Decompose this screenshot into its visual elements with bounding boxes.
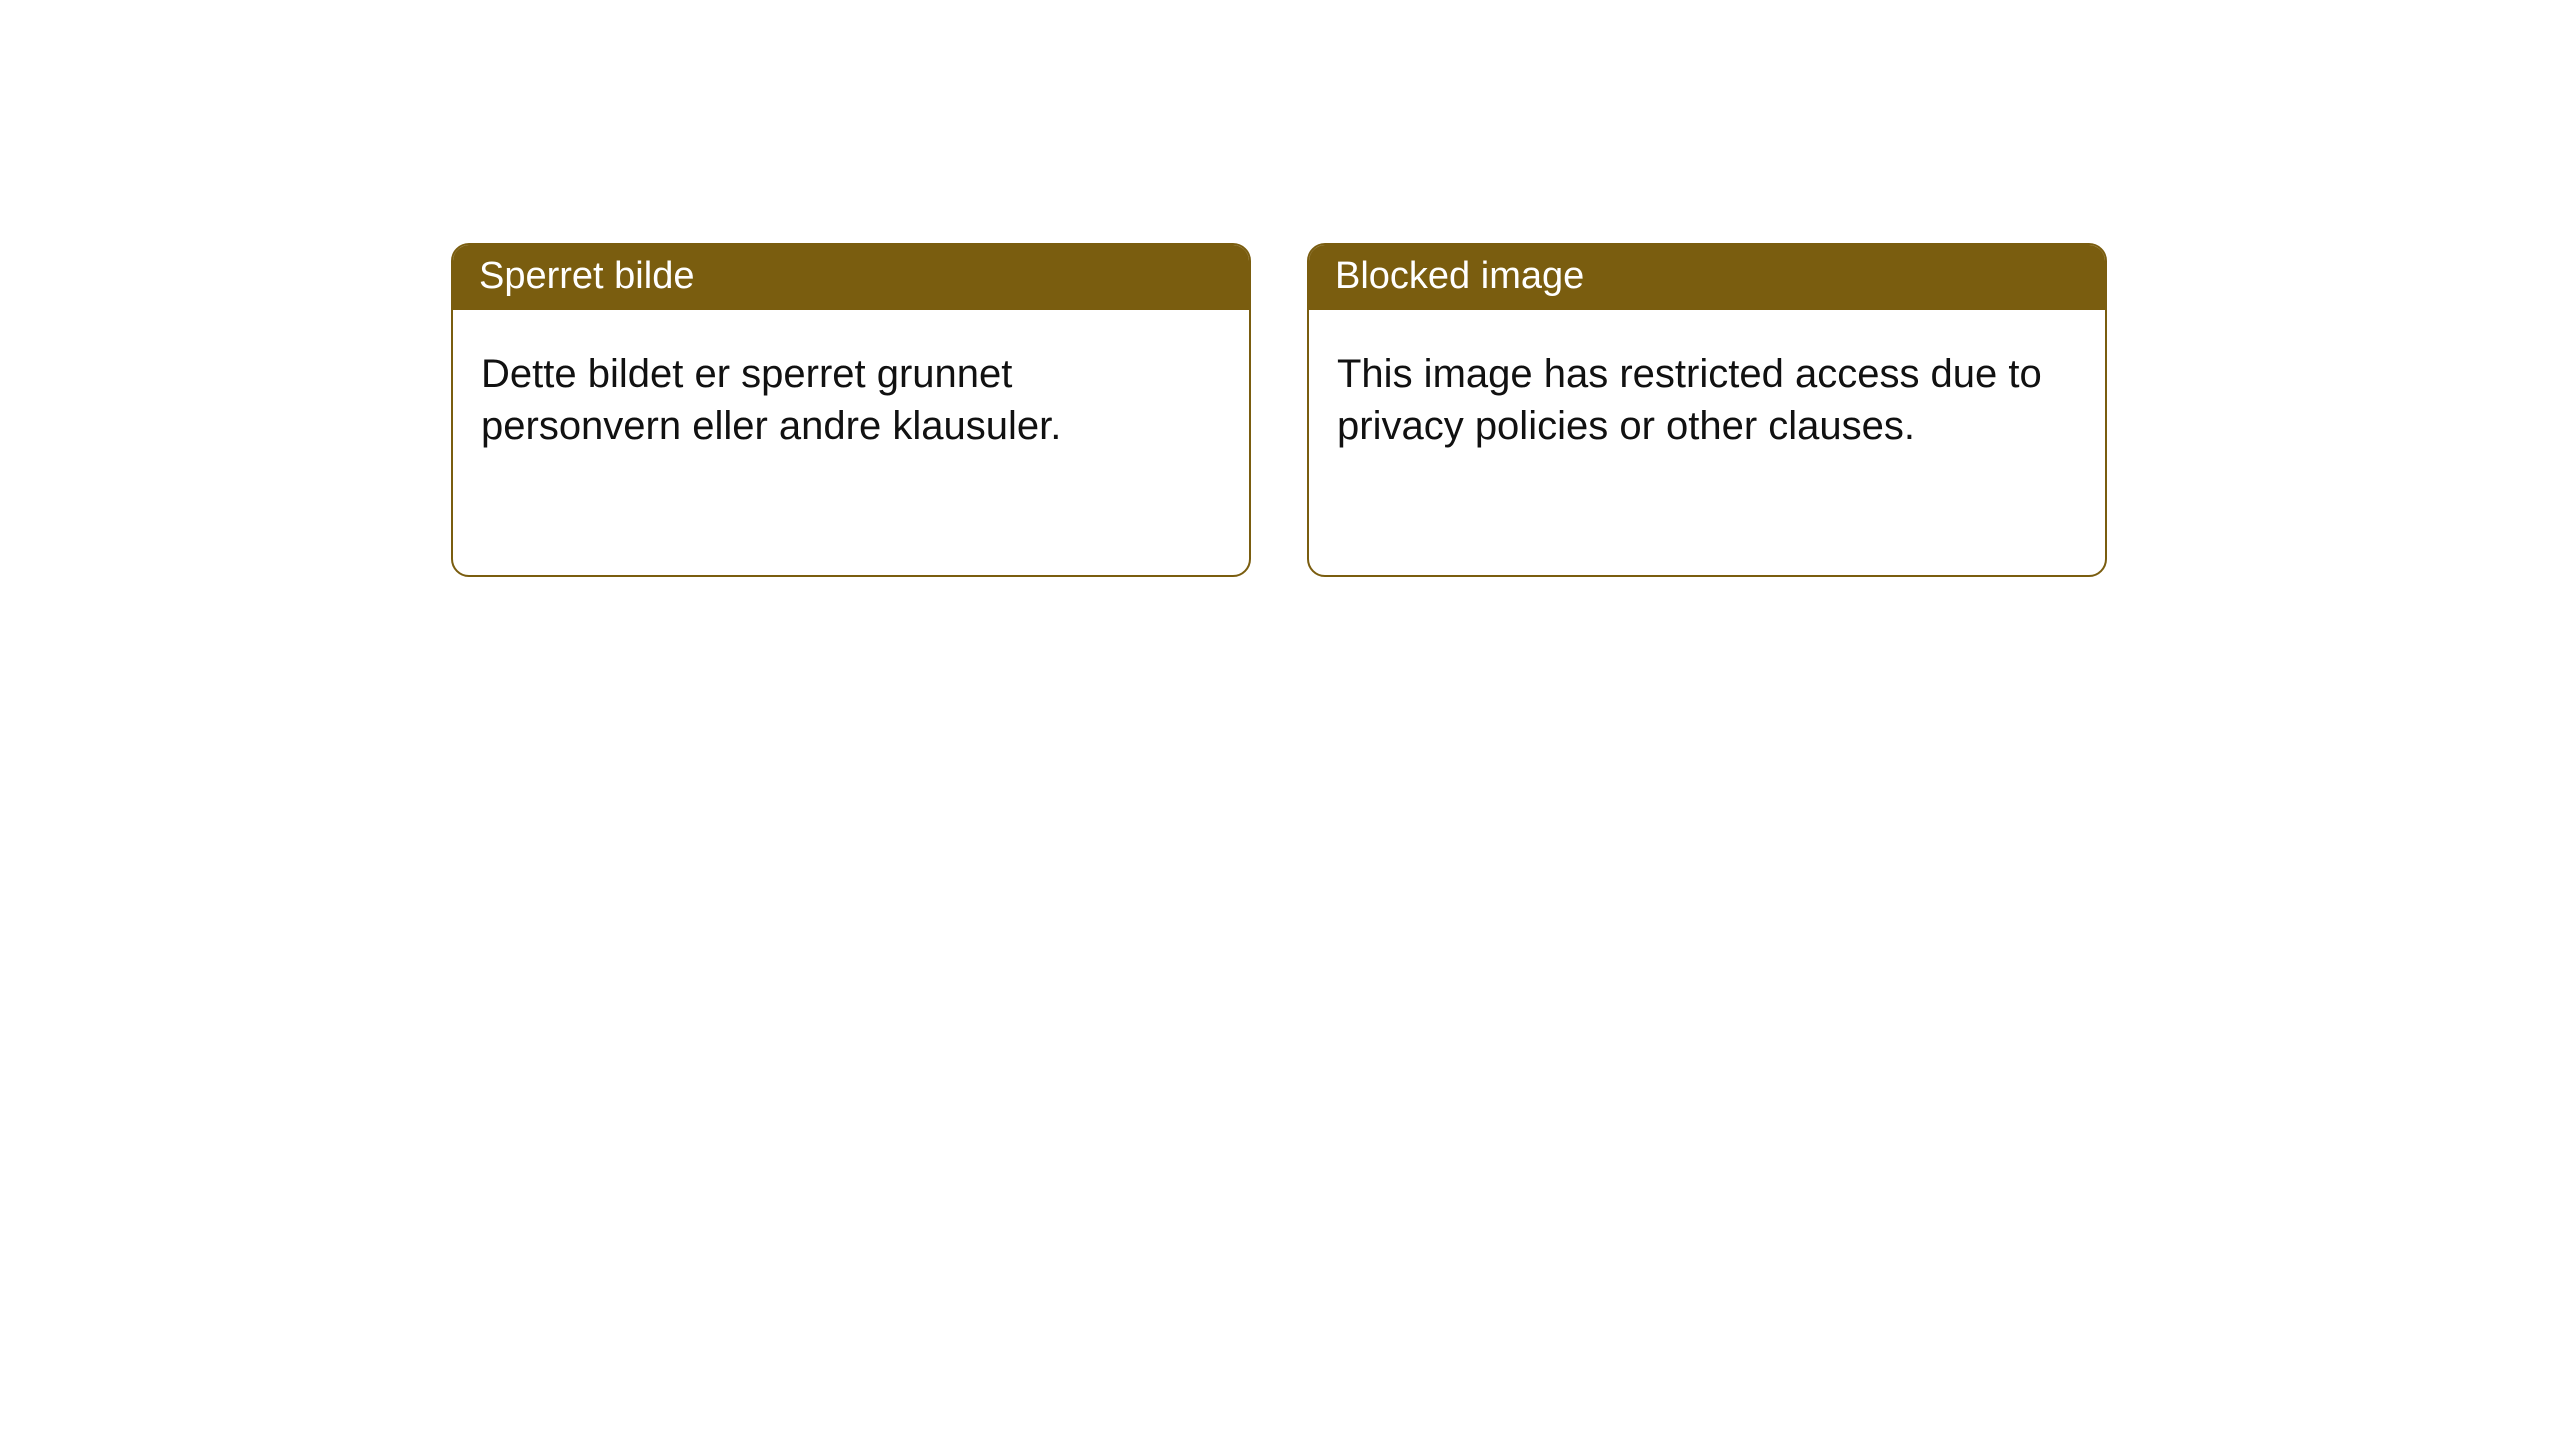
notice-container: Sperret bilde Dette bildet er sperret gr…: [0, 0, 2560, 577]
notice-header-english: Blocked image: [1309, 245, 2105, 310]
notice-box-norwegian: Sperret bilde Dette bildet er sperret gr…: [451, 243, 1251, 577]
notice-body-norwegian: Dette bildet er sperret grunnet personve…: [453, 310, 1249, 480]
notice-header-norwegian: Sperret bilde: [453, 245, 1249, 310]
notice-box-english: Blocked image This image has restricted …: [1307, 243, 2107, 577]
notice-body-english: This image has restricted access due to …: [1309, 310, 2105, 480]
